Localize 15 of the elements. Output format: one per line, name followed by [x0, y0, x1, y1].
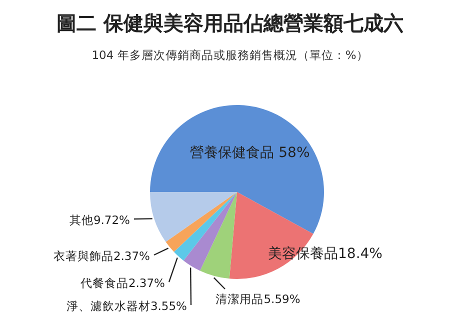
chart-subtitle: 104 年多層次傳銷商品或服務銷售概況（單位：%）	[92, 48, 368, 62]
slice-label: 美容保養品18.4%	[268, 246, 382, 262]
pie-slice	[200, 192, 237, 279]
chart-title: 圖二 保健與美容用品佔總營業額七成六	[56, 11, 404, 35]
slice-label: 其他9.72%	[69, 213, 130, 227]
pie-slice	[174, 192, 237, 261]
pie-slice	[150, 192, 237, 242]
slice-label: 營養保健食品 58%	[190, 145, 310, 161]
pie-slice	[184, 192, 237, 271]
pie-slice	[166, 192, 237, 252]
pie-slice	[150, 105, 324, 234]
slice-label: 衣著與飾品2.37%	[53, 249, 150, 263]
slice-label: 清潔用品5.59%	[216, 292, 300, 306]
slice-label: 代餐食品2.37%	[79, 276, 166, 290]
slice-label: 淨、濾飲水器材3.55%	[66, 299, 188, 313]
